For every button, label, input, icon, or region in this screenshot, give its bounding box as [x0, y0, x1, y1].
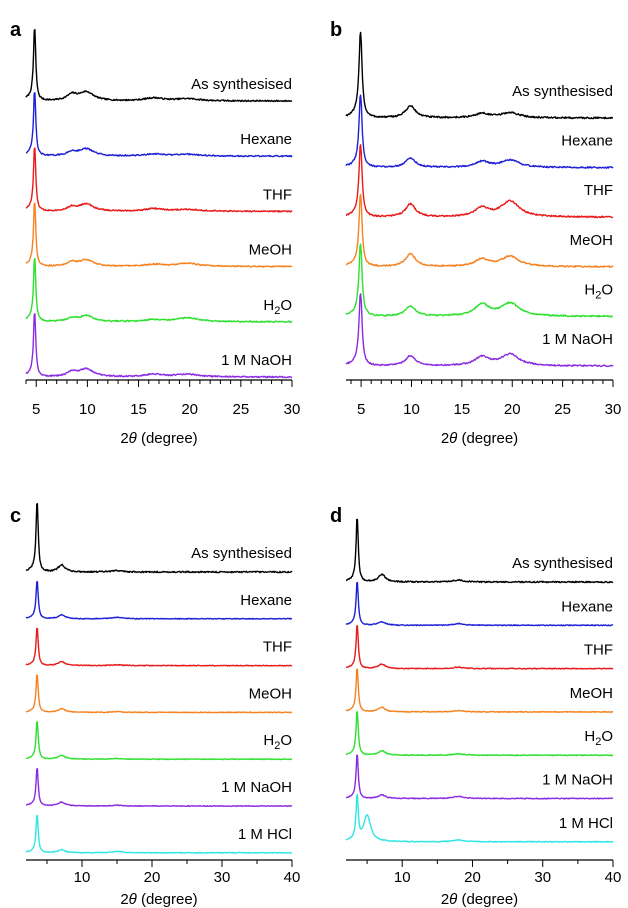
- series-label: 1 M HCl: [559, 815, 613, 832]
- x-tick-label: 20: [181, 401, 198, 418]
- series-label: H2O: [263, 297, 292, 317]
- series-label: 1 M NaOH: [221, 779, 292, 796]
- x-axis-title: 2θ (degree): [441, 430, 518, 447]
- series-label: As synthesised: [512, 83, 613, 100]
- series-trace-1-m-hcl: [345, 793, 614, 843]
- x-axis-title: 2θ (degree): [120, 891, 197, 908]
- panel-letter-d: d: [330, 505, 342, 527]
- x-tick-label: 10: [403, 401, 420, 418]
- series-trace-1-m-naoh: [345, 293, 614, 368]
- series-trace-meoh: [345, 668, 614, 713]
- series-trace-h: [345, 711, 614, 757]
- series-label: 1 M HCl: [238, 826, 292, 843]
- series-trace-meoh: [25, 202, 293, 268]
- series-trace-hexane: [345, 94, 614, 169]
- series-label: H2O: [584, 728, 613, 748]
- series-label: MeOH: [249, 242, 292, 259]
- series-label: Hexane: [240, 592, 292, 609]
- series-label: As synthesised: [512, 555, 613, 572]
- x-tick-label: 20: [144, 869, 161, 886]
- series-trace-1-m-naoh: [345, 754, 614, 800]
- series-trace-h: [345, 243, 614, 318]
- x-tick-label: 30: [534, 869, 551, 886]
- panel-letter-a: a: [10, 19, 22, 41]
- series-trace-thf: [25, 147, 293, 213]
- x-tick-label: 20: [504, 401, 521, 418]
- series-trace-1-m-hcl: [25, 814, 293, 854]
- series-trace-h: [25, 257, 293, 323]
- x-tick-label: 30: [284, 401, 301, 418]
- x-tick-label: 10: [79, 401, 96, 418]
- series-label: As synthesised: [191, 545, 292, 562]
- x-tick-label: 10: [74, 869, 91, 886]
- series-label: 1 M NaOH: [542, 331, 613, 348]
- x-tick-label: 10: [394, 869, 411, 886]
- series-trace-hexane: [25, 92, 293, 158]
- x-tick-label: 15: [130, 401, 147, 418]
- x-tick-label: 25: [233, 401, 250, 418]
- series-label: H2O: [263, 732, 292, 752]
- series-label: THF: [584, 182, 613, 199]
- series-trace-thf: [345, 144, 614, 219]
- series-label: As synthesised: [191, 76, 292, 93]
- series-trace-h: [25, 721, 293, 761]
- series-label: 1 M NaOH: [542, 772, 613, 789]
- series-label: THF: [584, 642, 613, 659]
- panel-letter-b: b: [330, 19, 342, 41]
- series-trace-1-m-naoh: [25, 313, 293, 379]
- x-axis-title: 2θ (degree): [120, 430, 197, 447]
- series-label: Hexane: [240, 131, 292, 148]
- series-label: MeOH: [249, 685, 292, 702]
- series-trace-hexane: [345, 581, 614, 627]
- series-label: Hexane: [561, 598, 613, 615]
- x-tick-label: 30: [605, 401, 622, 418]
- series-trace-thf: [25, 627, 293, 667]
- series-trace-meoh: [25, 674, 293, 714]
- series-trace-as-synthesised: [25, 503, 293, 574]
- series-trace-as-synthesised: [345, 31, 614, 120]
- series-trace-thf: [345, 625, 614, 670]
- x-tick-label: 5: [357, 401, 365, 418]
- x-axis-title: 2θ (degree): [441, 891, 518, 908]
- series-trace-as-synthesised: [345, 518, 614, 584]
- series-trace-as-synthesised: [25, 28, 293, 103]
- x-tick-label: 40: [284, 869, 301, 886]
- series-label: H2O: [584, 281, 613, 301]
- x-tick-label: 15: [454, 401, 471, 418]
- x-tick-label: 5: [32, 401, 40, 418]
- x-tick-label: 30: [214, 869, 231, 886]
- series-label: THF: [263, 639, 292, 656]
- x-tick-label: 25: [554, 401, 571, 418]
- x-tick-label: 20: [464, 869, 481, 886]
- series-trace-hexane: [25, 581, 293, 620]
- series-label: 1 M NaOH: [221, 352, 292, 369]
- panel-letter-c: c: [10, 505, 21, 527]
- x-tick-label: 40: [605, 869, 622, 886]
- series-label: MeOH: [570, 685, 613, 702]
- series-label: MeOH: [570, 232, 613, 249]
- series-label: THF: [263, 186, 292, 203]
- series-label: Hexane: [561, 133, 613, 150]
- series-trace-1-m-naoh: [25, 767, 293, 808]
- series-trace-meoh: [345, 193, 614, 268]
